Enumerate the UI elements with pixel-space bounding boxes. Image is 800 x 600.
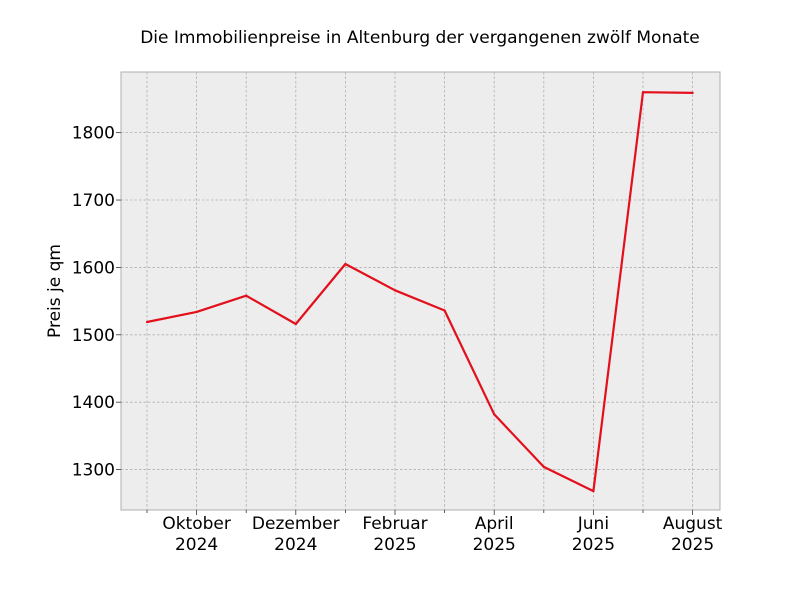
- x-tick-label-month: Oktober: [162, 514, 231, 534]
- y-tick-label: 1300: [72, 461, 115, 481]
- data-point: [245, 294, 248, 297]
- y-tick-label: 1500: [72, 326, 115, 346]
- x-tick-label-year: 2024: [175, 535, 218, 555]
- axis-ticks: [116, 132, 693, 515]
- data-point: [294, 322, 297, 326]
- data-point: [344, 262, 347, 266]
- y-tick-label: 1700: [72, 191, 115, 211]
- data-point: [691, 91, 694, 94]
- x-tick-label-month: August: [663, 514, 723, 534]
- tick-labels: 130014001500160017001800Oktober2024Dezem…: [72, 124, 723, 555]
- data-point: [493, 413, 496, 416]
- plot-area: [120, 71, 721, 511]
- x-tick-label-month: Dezember: [252, 514, 340, 534]
- data-point: [145, 320, 149, 324]
- data-point: [443, 309, 446, 312]
- y-tick-label: 1800: [72, 124, 115, 144]
- data-point: [641, 91, 645, 94]
- grid-lines: [121, 72, 720, 510]
- data-point: [393, 289, 397, 292]
- x-tick-label-year: 2025: [473, 535, 516, 555]
- y-tick-label: 1400: [72, 393, 115, 413]
- x-tick-label-year: 2025: [671, 535, 714, 555]
- x-tick-label-year: 2024: [274, 535, 317, 555]
- y-axis-label: Preis je qm: [45, 244, 65, 338]
- x-tick-label-month: Februar: [362, 514, 427, 534]
- series-layer: [145, 91, 694, 493]
- data-point: [592, 490, 595, 493]
- data-point: [195, 310, 198, 313]
- y-tick-label: 1600: [72, 258, 115, 278]
- series-line-0: [146, 91, 693, 493]
- chart-title: Die Immobilienpreise in Altenburg der ve…: [140, 28, 700, 48]
- x-tick-label-year: 2025: [373, 535, 416, 555]
- data-point: [542, 465, 545, 468]
- x-tick-label-month: Juni: [577, 514, 609, 534]
- x-tick-label-month: April: [475, 514, 514, 534]
- x-tick-label-year: 2025: [572, 535, 615, 555]
